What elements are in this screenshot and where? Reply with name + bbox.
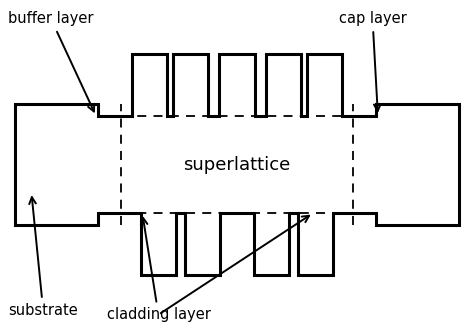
Text: substrate: substrate [8,197,78,317]
Text: buffer layer: buffer layer [8,12,94,112]
Text: superlattice: superlattice [183,156,291,173]
Text: cladding layer: cladding layer [107,218,210,322]
Text: cap layer: cap layer [338,12,406,111]
